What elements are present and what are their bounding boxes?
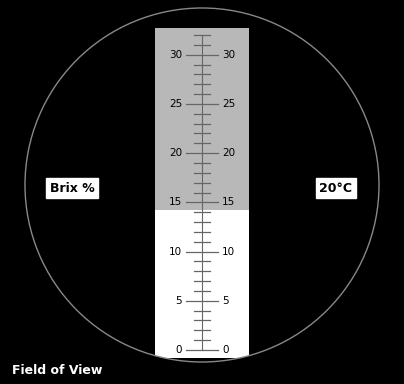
- Text: 30: 30: [222, 50, 235, 60]
- Text: Field of View: Field of View: [12, 364, 102, 376]
- Text: 15: 15: [222, 197, 235, 207]
- Text: 10: 10: [169, 247, 182, 257]
- Text: 20: 20: [169, 148, 182, 158]
- Text: 25: 25: [222, 99, 235, 109]
- Text: 10: 10: [222, 247, 235, 257]
- Text: 5: 5: [175, 296, 182, 306]
- Text: 20°C: 20°C: [320, 182, 353, 195]
- Bar: [155, 28, 249, 210]
- Text: 25: 25: [169, 99, 182, 109]
- Bar: [155, 210, 249, 358]
- Circle shape: [24, 7, 380, 363]
- Text: 5: 5: [222, 296, 229, 306]
- Text: 0: 0: [222, 345, 229, 355]
- Text: 0: 0: [175, 345, 182, 355]
- Text: 15: 15: [169, 197, 182, 207]
- Text: Brix %: Brix %: [50, 182, 95, 195]
- Text: 30: 30: [169, 50, 182, 60]
- Text: 20: 20: [222, 148, 235, 158]
